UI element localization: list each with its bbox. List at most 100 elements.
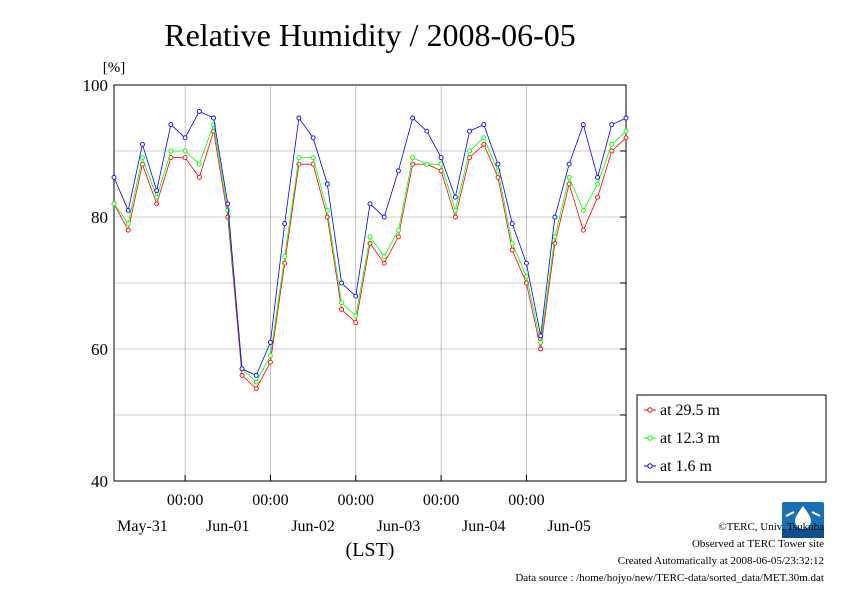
- series-line: [113, 131, 627, 390]
- data-point: [182, 148, 188, 154]
- created-text: Created Automatically at 2008-06-05/23:3…: [617, 555, 824, 567]
- data-point: [623, 128, 629, 134]
- data-point: [538, 339, 544, 345]
- data-point: [196, 161, 202, 167]
- data-point: [253, 379, 259, 385]
- data-point: [552, 234, 558, 240]
- y-tick-label: 40: [91, 472, 108, 491]
- data-point: [580, 122, 586, 128]
- terc-logo: [782, 502, 824, 538]
- data-point: [424, 128, 430, 134]
- logo-wave-icon: [785, 511, 821, 517]
- data-point: [367, 201, 373, 207]
- data-point: [239, 366, 245, 372]
- data-point: [324, 207, 330, 213]
- legend-marker: [647, 463, 653, 469]
- data-point: [267, 339, 273, 345]
- legend-label: at 29.5 m: [660, 402, 721, 419]
- data-point: [538, 333, 544, 339]
- data-point: [154, 188, 160, 194]
- data-point: [495, 161, 501, 167]
- data-point: [523, 273, 529, 279]
- data-point: [509, 221, 515, 227]
- data-point: [253, 372, 259, 378]
- data-point: [339, 280, 345, 286]
- x-day-label: Jun-02: [291, 518, 335, 535]
- x-tick-label: 00:00: [167, 492, 203, 509]
- data-point: [467, 128, 473, 134]
- data-point: [424, 161, 430, 167]
- x-day-label: Jun-01: [206, 518, 250, 535]
- data-point: [111, 201, 117, 207]
- x-day-label: Jun-05: [547, 518, 591, 535]
- data-point: [310, 135, 316, 141]
- data-point: [111, 174, 117, 180]
- data-point: [395, 234, 401, 240]
- data-point: [339, 306, 345, 312]
- data-point: [196, 108, 202, 114]
- data-point: [225, 201, 231, 207]
- data-point: [609, 141, 615, 147]
- series-line: [113, 123, 627, 383]
- data-point: [154, 201, 160, 207]
- series-2: [111, 122, 629, 385]
- x-tick-label: 00:00: [338, 492, 374, 509]
- series-layer: [111, 108, 629, 392]
- logo-band: [782, 529, 824, 538]
- x-day-label: Jun-03: [377, 518, 421, 535]
- y-tick-label: 60: [91, 340, 108, 359]
- data-point: [566, 161, 572, 167]
- data-point: [139, 141, 145, 147]
- data-point: [481, 141, 487, 147]
- data-point: [552, 214, 558, 220]
- x-tick-label: 00:00: [252, 492, 288, 509]
- x-axis-label: (LST): [346, 539, 395, 561]
- data-point: [538, 346, 544, 352]
- legend-label: at 12.3 m: [660, 430, 721, 447]
- source-text: Data source : /home/hojyo/new/TERC-data/…: [515, 572, 824, 584]
- data-point: [125, 207, 131, 213]
- chart-title: Relative Humidity / 2008-06-05: [164, 17, 576, 53]
- data-point: [481, 122, 487, 128]
- data-point: [381, 214, 387, 220]
- data-point: [211, 115, 217, 121]
- legend-marker: [647, 435, 653, 441]
- x-day-label: May-31: [117, 518, 168, 535]
- data-point: [509, 247, 515, 253]
- data-point: [125, 227, 131, 233]
- data-point: [339, 300, 345, 306]
- data-point: [168, 122, 174, 128]
- data-point: [381, 260, 387, 266]
- y-axis-label: [%]: [103, 60, 126, 76]
- data-point: [595, 194, 601, 200]
- data-point: [452, 207, 458, 213]
- data-point: [282, 254, 288, 260]
- data-point: [410, 115, 416, 121]
- axis-layer: 40 60 80 100 00:00 00:00 00:00 00:00 00:00 May-31…: [83, 76, 626, 535]
- data-point: [481, 135, 487, 141]
- data-point: [367, 234, 373, 240]
- y-tick-label: 80: [91, 208, 108, 227]
- data-point: [267, 359, 273, 365]
- data-point: [580, 207, 586, 213]
- data-point: [182, 135, 188, 141]
- data-point: [125, 221, 131, 227]
- y-tick-label: 100: [83, 76, 109, 95]
- data-point: [225, 207, 231, 213]
- x-day-label: Jun-04: [462, 518, 506, 535]
- data-point: [566, 174, 572, 180]
- data-point: [609, 122, 615, 128]
- data-point: [353, 313, 359, 319]
- data-point: [253, 386, 259, 392]
- data-point: [623, 135, 629, 141]
- data-point: [239, 372, 245, 378]
- x-tick-label: 00:00: [508, 492, 544, 509]
- data-point: [296, 115, 302, 121]
- legend-marker: [647, 407, 653, 413]
- data-point: [168, 148, 174, 154]
- site-text: Observed at TERC Tower site: [691, 538, 824, 550]
- data-point: [182, 155, 188, 161]
- data-point: [395, 168, 401, 174]
